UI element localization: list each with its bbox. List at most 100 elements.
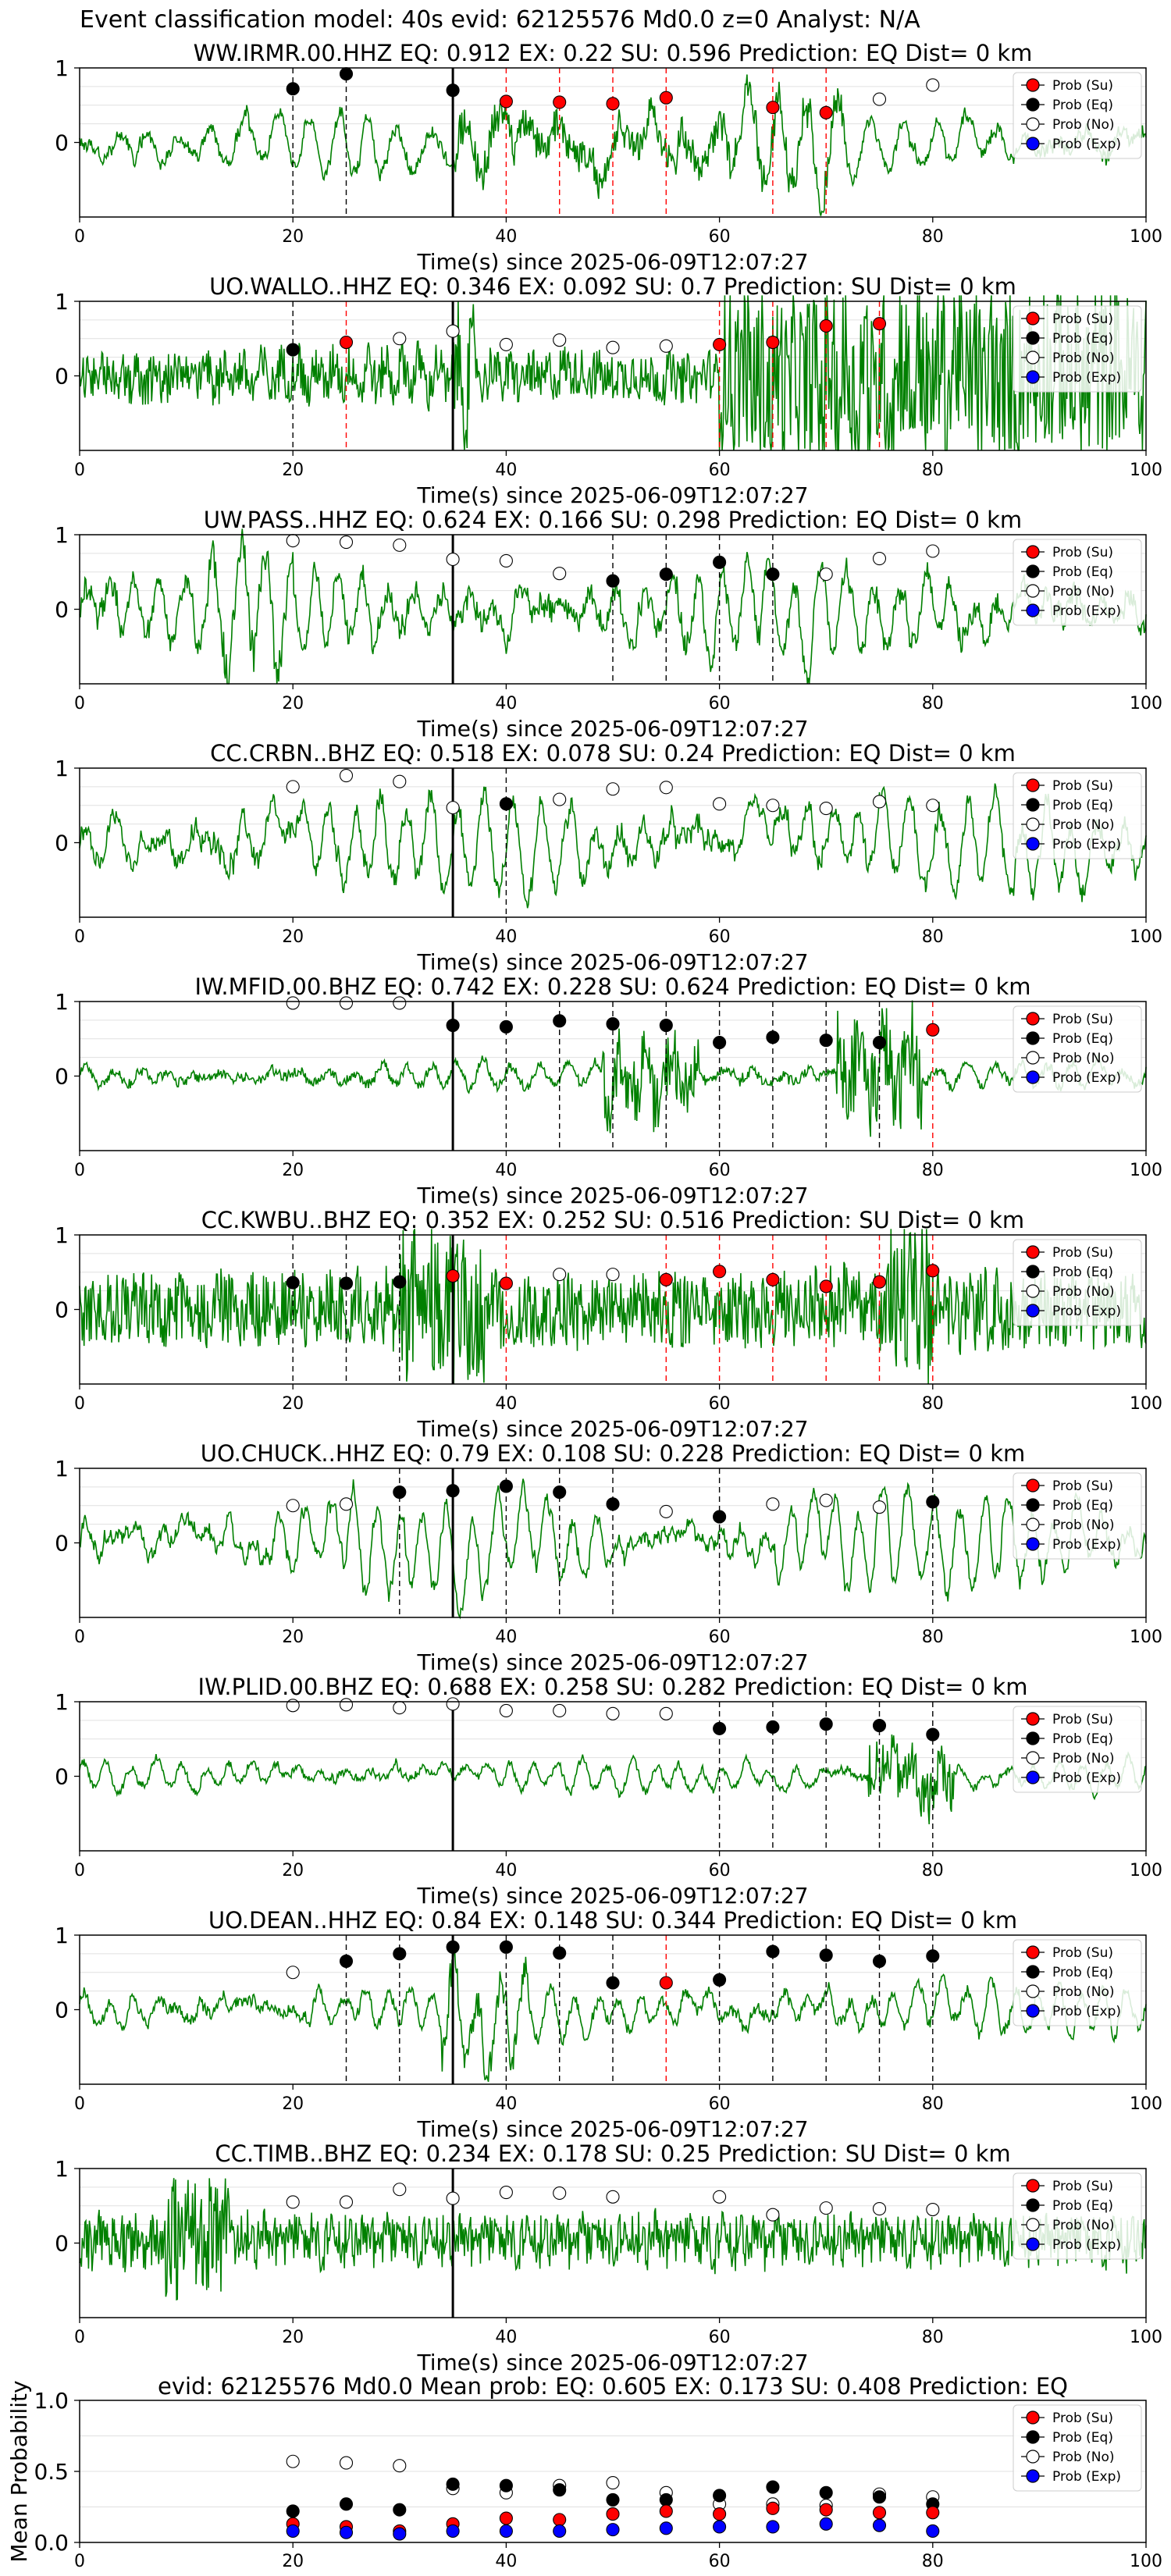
- probability-point: [553, 1014, 567, 1028]
- mean-probability-point: [393, 2503, 407, 2517]
- x-tick-label: 20: [282, 1628, 304, 1647]
- legend-marker: [1026, 584, 1040, 598]
- legend-label: Prob (Eq): [1052, 2198, 1113, 2214]
- probability-point: [286, 534, 300, 548]
- legend-label: Prob (Su): [1052, 2179, 1113, 2194]
- legend-label: Prob (No): [1052, 1984, 1115, 2000]
- legend-label: Prob (Exp): [1052, 837, 1121, 852]
- x-tick-label: 100: [1130, 1628, 1162, 1647]
- probability-point: [926, 799, 940, 813]
- y-tick-label: 1.0: [34, 2388, 69, 2414]
- legend-label: Prob (Eq): [1052, 1265, 1113, 1280]
- station-panel: CC.TIMB..BHZ EQ: 0.234 EX: 0.178 SU: 0.2…: [55, 2140, 1162, 2375]
- mean-probability-point: [446, 2524, 460, 2538]
- x-tick-label: 0: [74, 927, 85, 947]
- mean-probability-point: [926, 2506, 940, 2520]
- y-tick-label: 1: [55, 289, 69, 315]
- probability-point: [446, 552, 460, 567]
- legend-label: Prob (Eq): [1052, 564, 1113, 580]
- probability-point: [606, 1976, 620, 1990]
- y-tick-label: 1: [55, 2156, 69, 2182]
- mean-probability-point: [766, 2501, 780, 2515]
- legend-label: Prob (Exp): [1052, 1537, 1121, 1553]
- probability-point: [553, 333, 567, 347]
- probability-point: [393, 1275, 407, 1289]
- legend-label: Prob (Eq): [1052, 2430, 1113, 2446]
- legend-marker: [1026, 817, 1040, 831]
- probability-point: [713, 555, 727, 569]
- probability-point: [499, 1019, 513, 1034]
- legend-label: Prob (No): [1052, 1284, 1115, 1300]
- probability-point: [499, 553, 513, 568]
- probability-point: [339, 1497, 354, 1511]
- legend-label: Prob (Exp): [1052, 1304, 1121, 1319]
- probability-point: [553, 1485, 567, 1500]
- x-tick-label: 20: [282, 2552, 304, 2571]
- legend-label: Prob (Eq): [1052, 1498, 1113, 1514]
- mean-probability-point: [819, 2485, 833, 2500]
- probability-point: [499, 1276, 513, 1290]
- x-tick-label: 0: [74, 227, 85, 247]
- y-tick-label: 1: [55, 756, 69, 781]
- mean-probability-point: [339, 2525, 354, 2539]
- panel-title: UW.PASS..HHZ EQ: 0.624 EX: 0.166 SU: 0.2…: [204, 507, 1022, 533]
- x-tick-label: 40: [495, 227, 517, 247]
- x-tick-label: 0: [74, 461, 85, 480]
- panel-title: WW.IRMR.00.HHZ EQ: 0.912 EX: 0.22 SU: 0.…: [194, 40, 1033, 66]
- seismic-waveform: [79, 528, 1147, 685]
- x-tick-label: 60: [709, 2552, 731, 2571]
- seismic-waveform: [79, 1734, 1147, 1825]
- probability-point: [659, 1272, 673, 1286]
- probability-point: [393, 1701, 407, 1715]
- legend-label: Prob (No): [1052, 2450, 1115, 2465]
- probability-point: [553, 95, 567, 109]
- probability-point: [393, 1947, 407, 1961]
- probability-point: [606, 2190, 620, 2204]
- probability-point: [872, 317, 887, 331]
- legend-marker: [1026, 331, 1040, 345]
- mean-probability-point: [606, 2476, 620, 2490]
- probability-point: [659, 1504, 673, 1518]
- mean-probability-point: [606, 2507, 620, 2521]
- probability-point: [553, 792, 567, 806]
- legend-label: Prob (Su): [1052, 545, 1113, 560]
- probability-point: [819, 105, 833, 119]
- x-tick-label: 20: [282, 227, 304, 247]
- legend-label: Prob (No): [1052, 350, 1115, 366]
- probability-point: [926, 544, 940, 558]
- x-tick-label: 60: [709, 927, 731, 947]
- x-tick-label: 0: [74, 2552, 85, 2571]
- legend-box: [1013, 72, 1142, 159]
- legend-label: Prob (Eq): [1052, 798, 1113, 813]
- mean-probability-point: [766, 2480, 780, 2494]
- mean-probability-point: [713, 2507, 727, 2521]
- panel-title: UO.DEAN..HHZ EQ: 0.84 EX: 0.148 SU: 0.34…: [208, 1907, 1017, 1934]
- y-tick-label: 0: [55, 2231, 69, 2257]
- legend-label: Prob (No): [1052, 1517, 1115, 1533]
- x-tick-label: 40: [495, 2328, 517, 2347]
- probability-point: [339, 535, 354, 550]
- probability-point: [446, 84, 460, 98]
- mean-probability-point: [553, 2483, 567, 2497]
- probability-point: [553, 1703, 567, 1718]
- probability-point: [659, 1019, 673, 1033]
- x-tick-label: 80: [922, 2094, 944, 2114]
- probability-point: [339, 335, 354, 350]
- x-axis-label: Time(s) since 2025-06-09T12:07:27: [416, 1883, 808, 1909]
- probability-point: [446, 1019, 460, 1033]
- probability-point: [606, 1706, 620, 1720]
- y-tick-label: 0: [55, 1531, 69, 1557]
- legend-label: Prob (No): [1052, 2218, 1115, 2233]
- legend-box: [1013, 2404, 1142, 2492]
- mean-probability-point: [819, 2517, 833, 2531]
- x-tick-label: 80: [922, 1628, 944, 1647]
- y-tick-label: 0: [55, 1297, 69, 1323]
- legend-box: [1013, 305, 1142, 393]
- legend-marker: [1026, 2430, 1040, 2444]
- probability-point: [606, 340, 620, 354]
- station-panel: UO.WALLO..HHZ EQ: 0.346 EX: 0.092 SU: 0.…: [55, 273, 1162, 508]
- probability-point: [872, 795, 887, 809]
- mean-probability-point: [286, 2524, 300, 2538]
- legend-marker: [1026, 137, 1040, 151]
- legend-box: [1013, 1005, 1142, 1093]
